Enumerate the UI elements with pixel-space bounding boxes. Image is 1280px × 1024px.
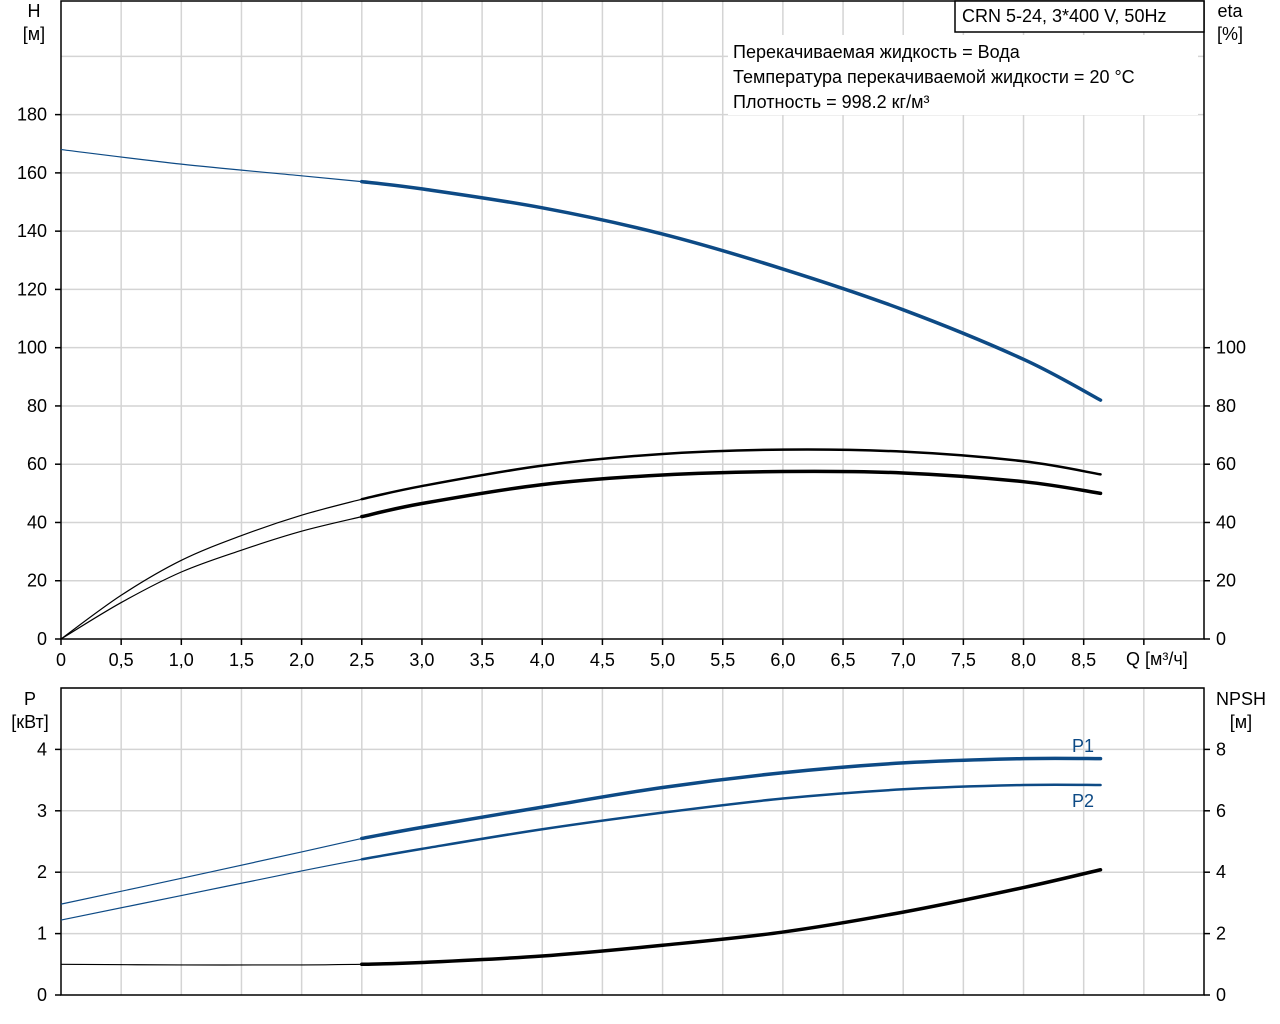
x-tick-label: 6,0	[770, 650, 795, 670]
series-line-curve-0	[360, 179, 1103, 402]
y-left-label-top: H	[28, 1, 41, 21]
series-line-p2	[360, 783, 1102, 861]
y-left-unit-bottom: [кВт]	[11, 712, 49, 732]
x-tick-label: 4,0	[530, 650, 555, 670]
y-left-tick-label: 1	[37, 924, 47, 944]
x-axis-label: Q [м³/ч]	[1126, 649, 1188, 669]
y-right-tick-label: 80	[1216, 396, 1236, 416]
y-right-tick-label: 60	[1216, 454, 1236, 474]
y-left-tick-label: 100	[17, 338, 47, 358]
legend-p2: P2	[1072, 791, 1094, 811]
y-right-tick-label: 4	[1216, 862, 1226, 882]
annotation-density: Плотность = 998.2 кг/м³	[733, 92, 929, 112]
y-left-tick-label: 0	[37, 985, 47, 1005]
y-left-tick-label: 3	[37, 801, 47, 821]
x-tick-label: 1,5	[229, 650, 254, 670]
x-tick-label: 5,5	[710, 650, 735, 670]
x-tick-label: 6,5	[831, 650, 856, 670]
x-tick-label: 4,5	[590, 650, 615, 670]
y-right-unit-top: [%]	[1217, 24, 1243, 44]
y-left-unit-top: [м]	[23, 24, 45, 44]
y-right-tick-label: 100	[1216, 338, 1246, 358]
y-right-tick-label: 0	[1216, 985, 1226, 1005]
x-tick-label: 0	[56, 650, 66, 670]
y-right-label-bottom: NPSH	[1216, 689, 1266, 709]
y-left-tick-label: 140	[17, 221, 47, 241]
annotation-temperature: Температура перекачиваемой жидкости = 20…	[733, 67, 1135, 87]
y-left-tick-label: 60	[27, 454, 47, 474]
x-tick-label: 2,0	[289, 650, 314, 670]
x-tick-label: 1,0	[169, 650, 194, 670]
y-right-tick-label: 0	[1216, 629, 1226, 649]
conditions-box: Перекачиваемая жидкость = Вода Температу…	[728, 35, 1198, 115]
y-right-tick-label: 6	[1216, 801, 1226, 821]
plot-frame	[60, 687, 1205, 996]
x-tick-label: 0,5	[109, 650, 134, 670]
y-left-tick-label: 80	[27, 396, 47, 416]
y-right-label-top: eta	[1217, 1, 1243, 21]
x-tick-label: 3,0	[409, 650, 434, 670]
series-line-extended	[60, 963, 362, 966]
series-line-extended	[60, 858, 362, 921]
x-tick-label: 7,5	[951, 650, 976, 670]
y-left-tick-label: 0	[37, 629, 47, 649]
y-left-tick-label: 180	[17, 105, 47, 125]
series-line-extended	[60, 498, 362, 640]
y-left-tick-label: 40	[27, 512, 47, 532]
y-left-tick-label: 2	[37, 862, 47, 882]
y-left-tick-label: 4	[37, 739, 47, 759]
y-right-unit-bottom: [м]	[1230, 712, 1252, 732]
power-npsh-chart: 0 1 2 3 4 0 2 4 6 8	[37, 687, 1226, 1005]
series-line-p1	[360, 756, 1103, 841]
chart-title: CRN 5-24, 3*400 V, 50Hz	[962, 6, 1166, 26]
x-tick-label: 8,0	[1011, 650, 1036, 670]
y-right-tick-label: 2	[1216, 924, 1226, 944]
y-left-label-bottom: P	[24, 689, 36, 709]
x-tick-label: 8,5	[1071, 650, 1096, 670]
title-box: CRN 5-24, 3*400 V, 50Hz	[954, 0, 1205, 33]
series-line-extended	[60, 837, 362, 905]
x-tick-label: 2,5	[349, 650, 374, 670]
series-line-curve-1	[360, 448, 1102, 501]
series-line-curve-2	[360, 469, 1103, 519]
series-line-curve-2	[360, 867, 1103, 967]
y-left-tick-label: 160	[17, 163, 47, 183]
x-tick-label: 5,0	[650, 650, 675, 670]
legend-p1: P1	[1072, 736, 1094, 756]
y-left-tick-label: 20	[27, 571, 47, 591]
x-tick-label: 3,5	[470, 650, 495, 670]
annotation-liquid: Перекачиваемая жидкость = Вода	[733, 42, 1021, 62]
series-line-extended	[60, 516, 362, 640]
x-tick-label: 7,0	[891, 650, 916, 670]
plot-frame	[60, 0, 1205, 640]
y-right-tick-label: 40	[1216, 512, 1236, 532]
y-left-tick-label: 120	[17, 279, 47, 299]
series-line-extended	[60, 148, 362, 183]
y-right-tick-label: 20	[1216, 571, 1236, 591]
y-right-tick-label: 8	[1216, 739, 1226, 759]
